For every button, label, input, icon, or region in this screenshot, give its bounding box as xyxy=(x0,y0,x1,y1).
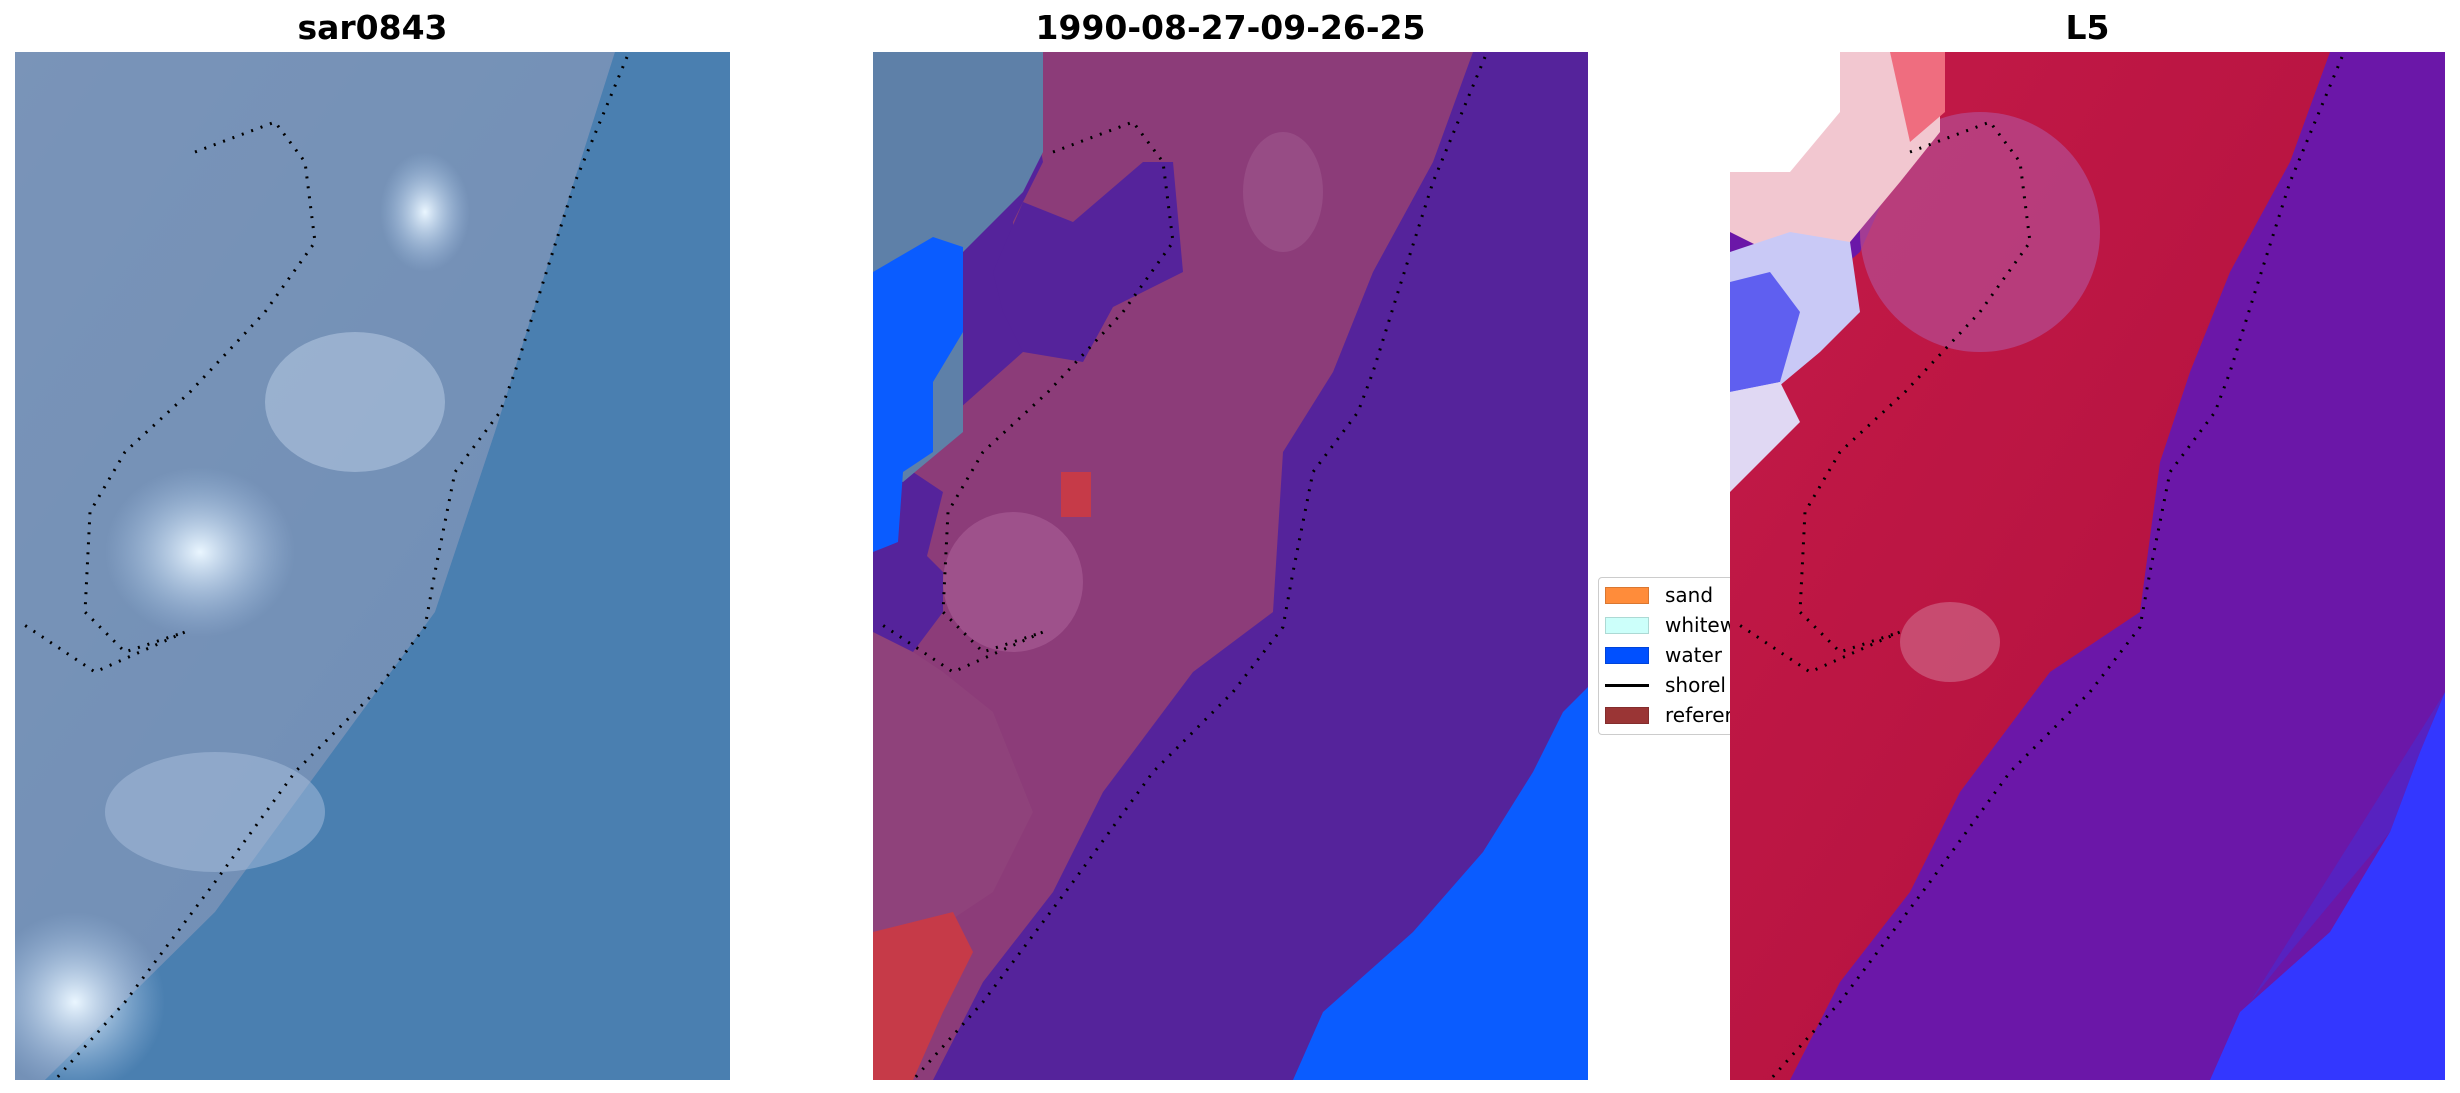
classification-panel xyxy=(873,52,1588,1080)
water-swatch xyxy=(1605,646,1649,664)
panel-title-l5: L5 xyxy=(2065,8,2110,47)
panel-title-classification: 1990-08-27-09-26-25 xyxy=(1035,8,1426,47)
shoreline-line-icon xyxy=(1605,683,1649,687)
legend-label: whitew xyxy=(1665,613,1737,637)
rgb-image-panel xyxy=(15,52,730,1080)
legend-item-water: water xyxy=(1605,641,1722,669)
shoreline-west xyxy=(19,120,317,674)
panel-title-rgb: sar0843 xyxy=(297,8,448,47)
whitewater-swatch xyxy=(1605,616,1649,634)
sand-swatch xyxy=(1605,586,1649,604)
legend-label: referer xyxy=(1665,703,1733,727)
legend: sand whitew water shorel referer xyxy=(1598,577,1750,735)
l5-map xyxy=(1730,52,2445,1080)
legend-item-whitewater: whitew xyxy=(1605,611,1736,639)
classification-map xyxy=(873,52,1588,1080)
l5-panel xyxy=(1730,52,2445,1080)
shoreline-east xyxy=(53,56,629,1080)
rgb-image xyxy=(15,52,730,1080)
legend-item-shoreline: shorel xyxy=(1605,671,1726,699)
legend-item-reference: referer xyxy=(1605,701,1733,729)
legend-item-sand: sand xyxy=(1605,581,1713,609)
legend-label: water xyxy=(1665,643,1722,667)
legend-label: sand xyxy=(1665,583,1714,607)
legend-label: shorel xyxy=(1665,673,1726,697)
reference-swatch xyxy=(1605,706,1649,724)
